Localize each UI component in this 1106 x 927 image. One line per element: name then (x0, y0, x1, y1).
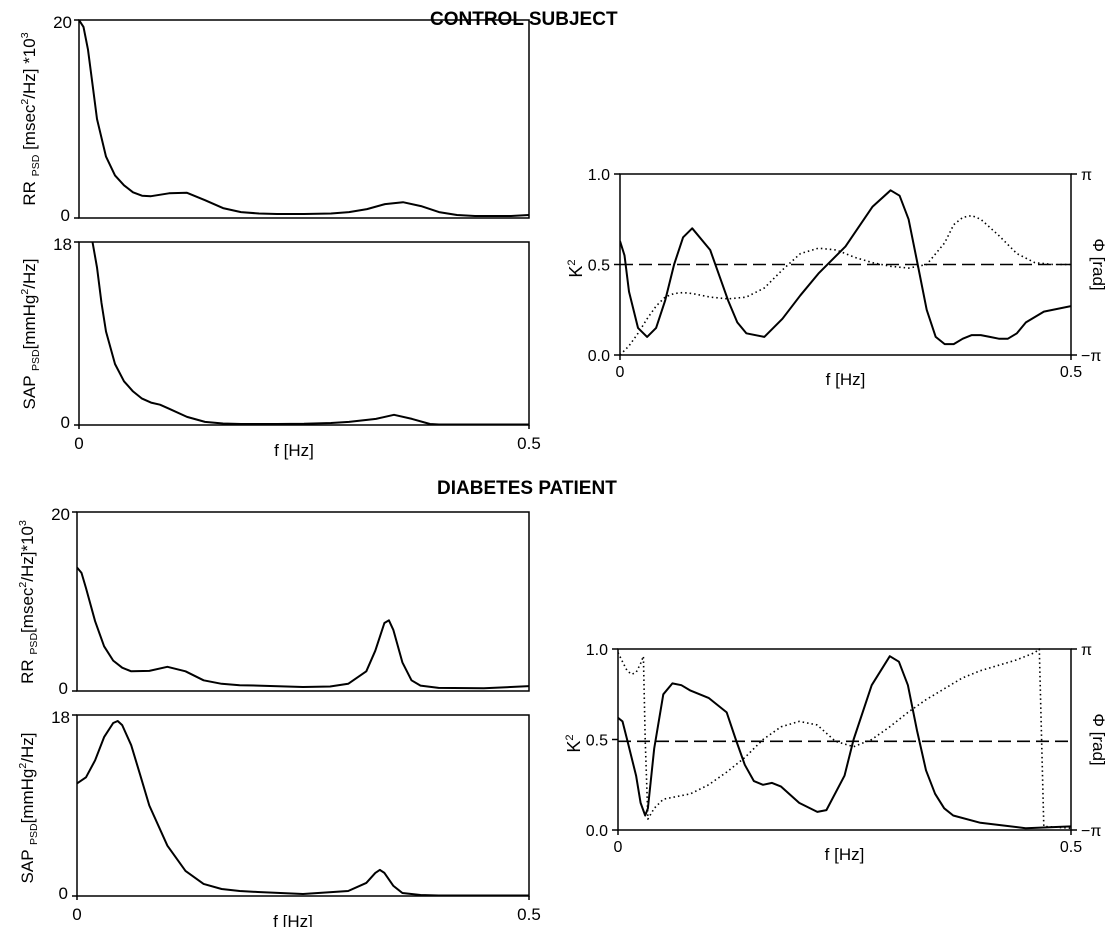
control-rr-psd-chart: 20 0 (53, 13, 530, 225)
diabetes-coherence-ytick-label: 0.5 (586, 733, 608, 750)
diabetes-coherence-frame (617, 648, 1072, 831)
control-coherence-xtick-label: 0.5 (1060, 364, 1082, 381)
diabetes-coherence-xtick-label: 0 (614, 839, 623, 856)
control-coherence-ytick-label: 1.0 (588, 167, 610, 184)
control-coherence-ytick-label: 0.0 (588, 348, 610, 365)
control-sap-psd-series-line-0 (91, 241, 529, 426)
control-coherence-series-solid-0 (620, 189, 1071, 346)
control-sap-psd-ytick-label: 18 (53, 235, 72, 254)
diabetes-sap-psd-ytick-label: 18 (51, 708, 70, 727)
control-rr-psd-ytick-label: 0 (61, 206, 70, 225)
control-sap-psd-xlabel: f [Hz] (274, 441, 314, 460)
diabetes-coherence-ylabel: K2 (564, 734, 584, 752)
diabetes-coherence-ytick-label: 0.0 (586, 823, 608, 840)
diabetes-rr-psd-series-line-0 (77, 566, 529, 690)
diabetes-sap-psd-series-line-0 (77, 720, 529, 897)
control-coherence-xlabel: f [Hz] (826, 370, 866, 389)
diabetes-sap-psd-frame (76, 714, 530, 897)
diabetes-sap-psd-ytick-label: 0 (59, 884, 68, 903)
control-coherence-ylabel: K2 (566, 259, 586, 277)
control-rr-psd-ytick-label: 20 (53, 13, 72, 32)
control-sap-psd-chart: 18 00 0.5 f [Hz] (53, 235, 541, 460)
diabetes-sap-psd-xlabel: f [Hz] (273, 912, 313, 927)
control-coherence-series-dotted-1 (620, 214, 1071, 356)
diabetes-coherence-y2label: Φ [rad] (1089, 713, 1106, 765)
diabetes-coherence-series-solid-0 (618, 655, 1071, 830)
control-sap-psd-frame (78, 241, 530, 426)
control-rr-psd-series-line-0 (79, 19, 529, 217)
control-coherence-y2tick-label: −π (1081, 348, 1101, 365)
diabetes-coherence-ytick-label: 1.0 (586, 642, 608, 659)
diabetes-coherence-xtick-label: 0.5 (1060, 839, 1082, 856)
diabetes-sap-psd-xtick-label: 0 (72, 905, 81, 924)
diabetes-sap-ylabel: SAP PSD[mmHg2/Hz] (17, 733, 40, 884)
diabetes-rr-psd-ytick-label: 0 (59, 679, 68, 698)
control-sap-psd-xtick-label: 0.5 (517, 434, 541, 453)
diabetes-patient-title: DIABETES PATIENT (437, 478, 617, 499)
control-coherence-y2tick-label: π (1081, 167, 1092, 184)
diabetes-sap-psd-xtick-label: 0.5 (517, 905, 541, 924)
diabetes-rr-psd-ytick-label: 20 (51, 505, 70, 524)
diabetes-coherence-xlabel: f [Hz] (825, 845, 865, 864)
diabetes-rr-ylabel: RR PSD[msec2/Hz]*103 (17, 520, 40, 684)
control-rr-psd-frame (78, 19, 530, 219)
diabetes-coherence-y2tick-label: π (1081, 642, 1092, 659)
diabetes-sap-psd-chart: 18 00 0.5 f [Hz] (51, 708, 541, 927)
diabetes-coherence-chart: 1.0 0.5 0.0 π −π 0 0.5 f [Hz] Φ [rad] (586, 642, 1106, 864)
control-coherence-chart: 1.0 0.5 0.0 π −π 0 0.5 f [Hz] Φ [rad] (588, 167, 1106, 389)
diabetes-coherence-series-dotted-1 (618, 648, 1071, 829)
control-coherence-ytick-label: 0.5 (588, 258, 610, 275)
diabetes-coherence-y2tick-label: −π (1081, 823, 1101, 840)
control-rr-ylabel: RR PSD [msec2/Hz] *103 (19, 32, 42, 205)
control-coherence-y2label: Φ [rad] (1089, 238, 1106, 290)
diabetes-rr-psd-frame (76, 511, 530, 692)
control-sap-psd-ytick-label: 0 (61, 413, 70, 432)
control-sap-psd-xtick-label: 0 (74, 434, 83, 453)
diabetes-rr-psd-chart: 20 0 (51, 505, 530, 698)
control-coherence-xtick-label: 0 (616, 364, 625, 381)
control-sap-ylabel: SAP PSD[mmHg2/Hz] (19, 259, 42, 410)
